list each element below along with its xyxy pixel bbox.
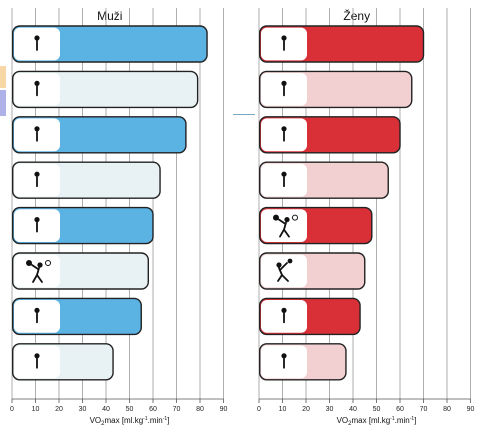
bar-running: [11, 70, 199, 109]
icon-box: [261, 254, 307, 288]
men-title: Muži: [97, 9, 122, 23]
swimming-icon: [281, 171, 287, 188]
bar-weightlifting: [11, 297, 142, 336]
x-tick-label: 90: [467, 406, 475, 413]
men-xlabel-rest: max [ml.kg: [104, 416, 143, 425]
volleyball-icon: [26, 260, 51, 283]
running-icon: [34, 80, 40, 97]
x-tick-label: 30: [326, 406, 334, 413]
bar-volleyball: [11, 252, 150, 290]
men-xlabel-sub: 2: [101, 421, 105, 425]
bar-football: [11, 206, 154, 245]
x-tick-label: 60: [396, 406, 404, 413]
running-icon: [281, 80, 287, 97]
women-panel: Ženy 0 10 20 30 40 50 60 70 80 90 VO2max [ml.kg-1…: [257, 8, 474, 425]
men-xlabel-exp2: -1: [163, 416, 168, 422]
x-tick-label: 0: [10, 406, 14, 413]
men-gridlines: [11, 8, 224, 399]
bar-cross-country-skiing: [259, 25, 425, 63]
x-tick-label: 70: [173, 406, 181, 413]
icon-box: [261, 209, 307, 242]
x-tick-label: 40: [349, 406, 357, 413]
x-tick-label: 0: [257, 406, 261, 413]
men-xlabel-exp1: -1: [143, 416, 148, 422]
men-xlabel-mid: .min: [148, 416, 163, 425]
women-xlabel-sub: 2: [348, 421, 352, 425]
volleyball-icon: [273, 214, 298, 238]
men-x-ticks: 0 10 20 30 40 50 60 70 80 90: [10, 398, 228, 413]
x-tick-label: 20: [302, 406, 310, 413]
men-xlabel-main: VO: [90, 416, 102, 425]
left-edge-purple: [0, 90, 6, 116]
x-tick-label: 60: [149, 406, 157, 413]
x-tick-label: 20: [55, 406, 63, 413]
men-bars: [11, 25, 208, 381]
bar-volleyball: [259, 206, 373, 245]
bar-gymnastics: [259, 297, 361, 336]
women-x-ticks: 0 10 20 30 40 50 60 70 80 90: [257, 398, 475, 413]
men-x-axis-label: VO2max [ml.kg-1.min-1]: [90, 416, 170, 425]
cross-country-skiing-icon: [281, 35, 287, 51]
x-tick-label: 10: [279, 406, 287, 413]
women-x-axis-label: VO2max [ml.kg-1.min-1]: [337, 416, 417, 425]
bar-swimming: [259, 161, 389, 199]
gymnastics-icon: [281, 307, 287, 324]
women-xlabel-rest: max [ml.kg: [351, 416, 390, 425]
x-tick-label: 10: [32, 406, 40, 413]
women-xlabel-main: VO: [337, 416, 349, 425]
x-tick-label: 70: [420, 406, 428, 413]
accent-line: [233, 114, 255, 115]
x-tick-label: 90: [220, 406, 228, 413]
women-bars: [259, 25, 425, 381]
cycling-icon: [281, 126, 287, 142]
wrestling-icon: [281, 353, 287, 369]
bar-wrestling: [259, 343, 347, 381]
women-gridlines: [258, 8, 471, 399]
left-edge-orange: [0, 66, 6, 88]
x-tick-label: 50: [126, 406, 134, 413]
x-tick-label: 40: [102, 406, 110, 413]
x-tick-label: 80: [443, 406, 451, 413]
women-xlabel-exp2: -1: [410, 416, 415, 422]
bar: [11, 25, 208, 63]
x-tick-label: 50: [373, 406, 381, 413]
bar-handball: [259, 252, 366, 290]
x-tick-label: 80: [196, 406, 204, 413]
cycling-icon: [34, 126, 40, 142]
x-tick-label: 30: [79, 406, 87, 413]
bar-wrestling: [11, 343, 114, 381]
women-title: Ženy: [343, 8, 370, 23]
handball-icon: [276, 258, 293, 282]
women-xlabel-end: ]: [414, 416, 416, 425]
icon-box: [14, 254, 60, 288]
bar-cycling: [11, 116, 187, 154]
men-xlabel-end: ]: [167, 416, 169, 425]
bar-swimming: [11, 161, 161, 199]
bar-running: [259, 70, 413, 109]
cross-country-skiing-icon: [34, 35, 40, 51]
women-xlabel-mid: .min: [395, 416, 410, 425]
swimming-icon: [34, 171, 40, 188]
wrestling-icon: [34, 353, 40, 369]
women-xlabel-exp1: -1: [390, 416, 395, 422]
weightlifting-icon: [34, 307, 40, 324]
bar-cycling: [259, 116, 401, 154]
bar-cross-country-skiing: [11, 25, 208, 63]
football-icon: [34, 217, 40, 233]
men-panel: Muži 0 10 20 30 40 50 60 70 80 90 VO2max [ml.kg-1…: [10, 8, 227, 425]
